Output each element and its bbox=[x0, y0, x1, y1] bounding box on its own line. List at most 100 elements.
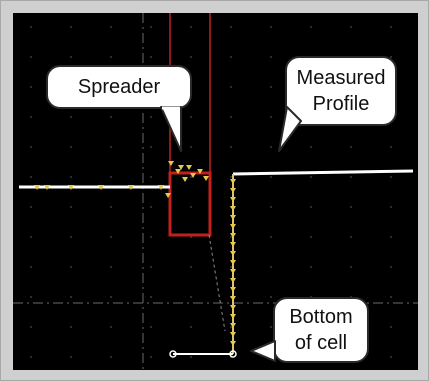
bottom-of-cell-line1: Bottom bbox=[289, 306, 353, 328]
grid-dot bbox=[110, 266, 112, 268]
profile-right-segment bbox=[232, 169, 414, 176]
cell-bottom-right-marker bbox=[229, 350, 237, 358]
grid-dot bbox=[110, 26, 112, 28]
grid-dot bbox=[150, 266, 152, 268]
point-marker bbox=[98, 185, 104, 190]
grid-dot bbox=[70, 296, 72, 298]
point-marker bbox=[230, 215, 236, 220]
grid-dot bbox=[390, 266, 392, 268]
grid-dot bbox=[150, 116, 152, 118]
grid-dot bbox=[30, 146, 32, 148]
grid-dot bbox=[190, 266, 192, 268]
grid-dot bbox=[70, 206, 72, 208]
grid-dot bbox=[350, 26, 352, 28]
grid-dot bbox=[390, 326, 392, 328]
point-marker bbox=[230, 287, 236, 292]
grid-dot bbox=[190, 356, 192, 358]
grid-dot bbox=[270, 326, 272, 328]
point-marker bbox=[186, 165, 192, 170]
grid-dot bbox=[390, 176, 392, 178]
point-marker bbox=[34, 185, 40, 190]
bottom-of-cell-callout: Bottom of cell bbox=[273, 297, 369, 363]
grid-dot bbox=[110, 326, 112, 328]
grid-dot bbox=[230, 116, 232, 118]
point-marker bbox=[128, 185, 134, 190]
grid-dot bbox=[110, 206, 112, 208]
grid-dot bbox=[270, 296, 272, 298]
point-marker bbox=[230, 314, 236, 319]
grid-dot bbox=[150, 146, 152, 148]
grid-dot bbox=[390, 146, 392, 148]
point-marker bbox=[230, 305, 236, 310]
grid-dot bbox=[110, 236, 112, 238]
grid-dot bbox=[310, 266, 312, 268]
point-marker bbox=[230, 179, 236, 184]
grid-dot bbox=[230, 326, 232, 328]
grid-dot bbox=[230, 236, 232, 238]
grid-dot bbox=[110, 356, 112, 358]
profile-markers-left bbox=[34, 185, 164, 190]
point-marker bbox=[175, 169, 181, 174]
grid-dot bbox=[150, 26, 152, 28]
grid-dot bbox=[70, 236, 72, 238]
grid-dot bbox=[110, 116, 112, 118]
bottom-of-cell-callout-tail bbox=[250, 340, 276, 362]
grid-dot bbox=[30, 56, 32, 58]
point-marker bbox=[190, 173, 196, 178]
grid-dot bbox=[270, 56, 272, 58]
grid-dot bbox=[390, 296, 392, 298]
grid-dot bbox=[230, 146, 232, 148]
grid-dot bbox=[350, 266, 352, 268]
profile-drawing bbox=[13, 13, 418, 370]
grid-dot bbox=[190, 26, 192, 28]
grid-dot bbox=[70, 116, 72, 118]
grid-dot bbox=[310, 146, 312, 148]
grid-dot bbox=[30, 116, 32, 118]
point-marker bbox=[230, 206, 236, 211]
grid-dot bbox=[70, 356, 72, 358]
grid-dot bbox=[150, 236, 152, 238]
grid-dot bbox=[30, 266, 32, 268]
grid-dot bbox=[310, 236, 312, 238]
measured-profile-callout-tail bbox=[278, 106, 302, 152]
grid-dot bbox=[310, 206, 312, 208]
grid-dot bbox=[150, 206, 152, 208]
bottom-of-cell-line2: of cell bbox=[294, 332, 348, 354]
spreader-callout-tail bbox=[160, 106, 182, 152]
point-marker bbox=[230, 251, 236, 256]
point-marker bbox=[230, 188, 236, 193]
grid-dot bbox=[190, 146, 192, 148]
measured-profile-callout: Measured Profile bbox=[285, 56, 397, 126]
point-marker bbox=[178, 165, 184, 170]
grid-dot bbox=[390, 26, 392, 28]
grid-dot bbox=[190, 116, 192, 118]
point-marker bbox=[203, 176, 209, 181]
grid-dot bbox=[190, 326, 192, 328]
grid-dot bbox=[70, 176, 72, 178]
point-marker bbox=[230, 341, 236, 346]
grid-dot bbox=[150, 296, 152, 298]
grid-dot bbox=[230, 56, 232, 58]
point-marker bbox=[197, 169, 203, 174]
grid-dot bbox=[270, 176, 272, 178]
grid-dot bbox=[70, 266, 72, 268]
spreader-label: Spreader bbox=[77, 76, 161, 98]
point-marker bbox=[158, 185, 164, 190]
grid-dot bbox=[70, 26, 72, 28]
grid-dot bbox=[270, 86, 272, 88]
grid-dot bbox=[310, 176, 312, 178]
grid-dot bbox=[390, 236, 392, 238]
grid-dot bbox=[270, 236, 272, 238]
point-marker bbox=[230, 224, 236, 229]
grid-dot bbox=[30, 26, 32, 28]
grid-dot bbox=[230, 266, 232, 268]
grid-dot bbox=[150, 356, 152, 358]
grid-dot bbox=[110, 56, 112, 58]
measured-profile-line1: Measured bbox=[296, 67, 386, 89]
grid-dot bbox=[230, 176, 232, 178]
grid-dot bbox=[30, 206, 32, 208]
point-marker bbox=[230, 323, 236, 328]
grid-dot bbox=[30, 236, 32, 238]
point-marker bbox=[168, 161, 174, 166]
